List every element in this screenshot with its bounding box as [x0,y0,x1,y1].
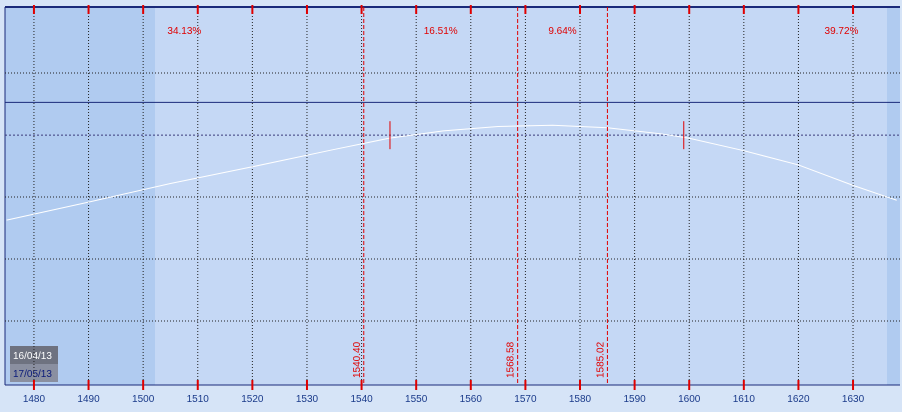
x-tick-label: 1630 [842,394,865,405]
date-label: 17/05/13 [13,369,52,380]
region-percent: 39.72% [825,26,859,37]
x-tick-label: 1600 [678,394,701,405]
x-tick-label: 1590 [623,394,646,405]
strike-label: 1585.02 [595,341,606,378]
x-tick-label: 1550 [405,394,428,405]
h-grid [5,72,900,322]
strike-label: 1568.58 [506,341,517,378]
region-percent: 34.13% [167,26,201,37]
right-shade [887,7,900,385]
x-tick-label: 1610 [733,394,756,405]
x-tick-label: 1540 [350,394,373,405]
x-tick-label: 1560 [460,394,483,405]
x-tick-label: 1620 [787,394,810,405]
x-tick-label: 1480 [23,394,46,405]
left-shade [5,7,155,385]
date-label: 16/04/13 [13,351,52,362]
x-tick-label: 1530 [296,394,319,405]
x-tick-label: 1570 [514,394,537,405]
x-tick-label: 1510 [187,394,210,405]
curve [6,124,897,221]
x-tick-label: 1580 [569,394,592,405]
strike-label: 1540.40 [352,341,363,378]
x-tick-label: 1500 [132,394,155,405]
region-percent: 9.64% [548,26,576,37]
x-tick-label: 1520 [241,394,264,405]
region-percent: 16.51% [424,26,458,37]
x-tick-label: 1490 [77,394,100,405]
